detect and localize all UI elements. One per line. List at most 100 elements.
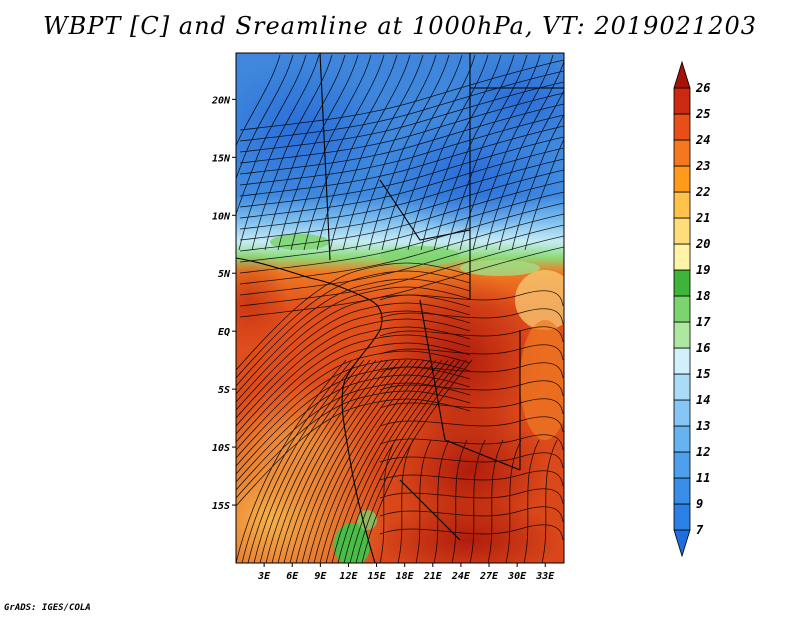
streamline <box>301 359 413 563</box>
streamline <box>236 318 471 427</box>
colorbar-label: 18 <box>696 289 710 303</box>
streamline <box>505 439 522 563</box>
streamline <box>451 439 468 563</box>
streamline <box>236 310 471 419</box>
streamline <box>331 359 443 563</box>
colorbar-segment <box>673 321 691 349</box>
streamline <box>236 262 471 371</box>
colorbar-label: 12 <box>696 445 710 459</box>
streamline <box>236 326 471 435</box>
streamline <box>290 54 372 251</box>
colorbar-segment <box>673 347 691 375</box>
streamline <box>239 180 564 252</box>
lon-tick-label: 9E <box>314 571 327 582</box>
colorbar-segment <box>673 139 691 167</box>
streamline <box>349 359 461 563</box>
streamline <box>459 54 541 251</box>
colorbar-segment <box>673 451 691 479</box>
colorbar-label: 20 <box>695 237 710 251</box>
lat-tick-label: 15S <box>212 501 230 512</box>
streamline <box>236 302 471 411</box>
colorbar-segment <box>673 87 691 115</box>
colorbar-segment <box>673 113 691 141</box>
streamline <box>239 213 564 285</box>
streamline <box>487 439 504 563</box>
lat-tick-label: 10N <box>212 211 231 222</box>
lat-tick-label: 20N <box>211 95 231 106</box>
streamline <box>355 359 467 563</box>
colorbar-label: 13 <box>696 419 710 433</box>
coastlines-borders <box>236 53 564 563</box>
streamline <box>498 89 564 251</box>
streamline <box>236 334 471 443</box>
streamline <box>379 506 564 522</box>
lat-tick-label: 5N <box>218 269 231 280</box>
streamline <box>239 59 564 131</box>
temperature-field <box>236 53 564 563</box>
streamline <box>524 138 564 251</box>
colorbar-label: 7 <box>696 523 704 537</box>
colorbar-label: 23 <box>695 159 710 173</box>
streamline <box>239 92 564 164</box>
colorbar-segment <box>673 399 691 427</box>
streamline <box>239 147 564 219</box>
streamline <box>541 439 558 563</box>
streamline <box>239 70 564 142</box>
colorbar-max-arrow <box>673 60 691 89</box>
streamline <box>239 125 564 197</box>
colorbar-segment <box>673 243 691 271</box>
chart-title: WBPT [C] and Sreamline at 1000hPa, VT: 2… <box>42 12 758 40</box>
lat-tick-label: 5S <box>218 385 230 396</box>
colorbar: 7 9 11 12 13 14 15 16 17 18 19 20 21 22 23 24 25 26 <box>673 60 711 558</box>
streamline <box>303 54 385 251</box>
streamline <box>239 224 564 296</box>
streamline <box>236 294 471 403</box>
streamline <box>319 359 431 563</box>
streamline <box>343 359 455 563</box>
colorbar-label: 15 <box>696 367 710 381</box>
streamline <box>407 54 489 251</box>
streamline <box>236 278 471 387</box>
streamline <box>277 54 359 251</box>
streamlines <box>236 54 564 563</box>
colorbar-label: 17 <box>696 315 711 329</box>
lon-tick-label: 30E <box>507 571 527 582</box>
streamline <box>420 54 502 251</box>
colorbar-label: 26 <box>695 81 710 95</box>
colorbar-segment <box>673 425 691 453</box>
lon-tick-label: 15E <box>368 571 387 582</box>
colorbar-label: 22 <box>695 185 710 199</box>
streamline <box>523 439 540 563</box>
streamline <box>379 290 564 306</box>
streamline <box>253 359 365 563</box>
streamline <box>239 158 564 230</box>
streamline <box>236 358 471 467</box>
streamline <box>394 54 476 251</box>
colorbar-label: 11 <box>696 471 710 485</box>
streamline <box>342 54 424 251</box>
streamline <box>472 54 554 251</box>
streamline <box>397 439 414 563</box>
streamline <box>355 54 437 251</box>
colorbar-label: 21 <box>695 211 710 225</box>
lon-tick-label: 6E <box>286 571 299 582</box>
streamline <box>236 359 347 563</box>
streamline <box>251 54 333 251</box>
latitude-axis: 20N 15N 10N 5N EQ 5S 10S 15S <box>211 95 236 512</box>
streamline <box>239 169 564 241</box>
colorbar-segment <box>673 295 691 323</box>
streamline <box>379 439 396 563</box>
streamline <box>247 359 359 563</box>
lon-tick-label: 27E <box>479 571 499 582</box>
streamline <box>511 113 564 251</box>
colorbar-segment <box>673 165 691 193</box>
streamline <box>379 524 564 540</box>
streamline <box>379 470 564 486</box>
streamline <box>329 54 411 251</box>
streamline <box>379 398 564 414</box>
lon-tick-label: 18E <box>396 571 415 582</box>
colorbar-label: 19 <box>696 263 710 277</box>
colorbar-label: 24 <box>695 133 710 147</box>
streamline <box>433 54 515 251</box>
